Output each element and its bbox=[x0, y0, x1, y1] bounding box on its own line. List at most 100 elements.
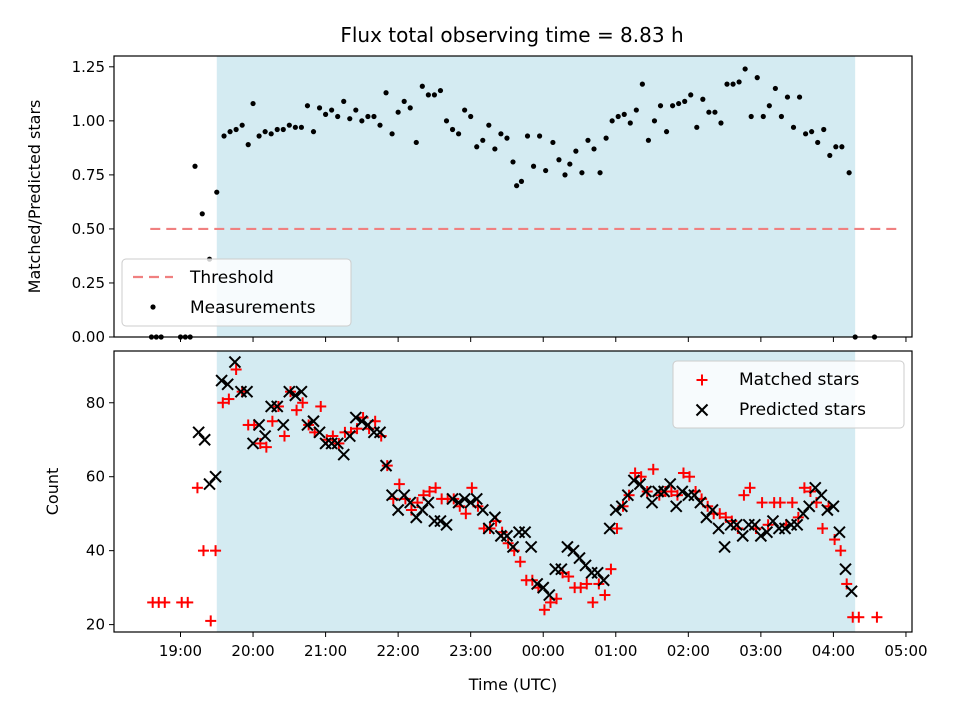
predicted-legend-swatch bbox=[695, 403, 709, 417]
predicted-star-point bbox=[790, 518, 804, 531]
matched-star-point bbox=[393, 478, 405, 490]
matched-legend-label: Matched stars bbox=[739, 370, 859, 390]
measurement-point bbox=[192, 163, 198, 169]
measurement-point bbox=[621, 111, 627, 117]
measurement-point bbox=[262, 129, 268, 135]
measurement-point bbox=[383, 90, 389, 96]
predicted-star-point bbox=[712, 522, 725, 535]
predicted-star-point bbox=[252, 418, 266, 432]
top-y-tick-label: 0.50 bbox=[72, 220, 105, 238]
measurement-point bbox=[514, 183, 520, 189]
measurements-legend-label: Measurements bbox=[190, 298, 316, 318]
matched-star-point bbox=[871, 611, 883, 623]
matched-star-point bbox=[774, 497, 786, 509]
bottom-y-tick-label: 40 bbox=[86, 542, 105, 560]
x-tick-label: 21:00 bbox=[304, 642, 347, 660]
predicted-star-point bbox=[373, 426, 387, 439]
measurement-point bbox=[227, 129, 233, 135]
predicted-star-point bbox=[440, 518, 453, 531]
predicted-star-point bbox=[283, 385, 296, 398]
measurement-point bbox=[401, 98, 407, 104]
measurement-point bbox=[245, 142, 251, 148]
predicted-star-point bbox=[271, 400, 284, 413]
predicted-star-point bbox=[748, 518, 762, 531]
top-legend: Threshold Measurements bbox=[121, 258, 352, 327]
measurement-point bbox=[609, 118, 615, 124]
predicted-star-point bbox=[827, 500, 840, 513]
measurement-point bbox=[480, 137, 486, 143]
matched-star-point bbox=[217, 397, 229, 409]
matched-star-point bbox=[466, 482, 478, 494]
matched-star-point bbox=[611, 522, 623, 534]
x-tick-label: 02:00 bbox=[667, 642, 710, 660]
top-y-tick-label: 0.00 bbox=[72, 328, 105, 346]
x-tick-label: 00:00 bbox=[522, 642, 565, 660]
matched-star-point bbox=[605, 563, 617, 575]
top-y-tick-label: 1.25 bbox=[72, 58, 105, 76]
predicted-star-point bbox=[482, 522, 496, 535]
measurement-point bbox=[706, 109, 712, 115]
measurement-point bbox=[462, 107, 468, 113]
matched-star-point bbox=[599, 589, 611, 601]
measurement-point bbox=[645, 137, 652, 143]
predicted-star-point bbox=[215, 374, 228, 387]
matched-star-point bbox=[197, 545, 209, 557]
measurement-point bbox=[615, 113, 621, 120]
measurement-points bbox=[148, 66, 878, 340]
matched-star-point bbox=[266, 415, 278, 427]
matched-star-point bbox=[191, 482, 203, 494]
predicted-star-point bbox=[434, 514, 447, 528]
x-tick-label: 05:00 bbox=[884, 642, 927, 660]
predicted-star-point bbox=[337, 448, 350, 461]
predicted-star-point bbox=[446, 492, 459, 506]
bottom-y-axis-label: Count bbox=[43, 468, 62, 516]
matched-star-point bbox=[835, 545, 847, 557]
x-tick-label: 03:00 bbox=[739, 642, 782, 660]
matched-legend-marker bbox=[696, 374, 708, 386]
measurement-point bbox=[474, 144, 480, 150]
measurement-point bbox=[579, 170, 585, 176]
measurement-point bbox=[341, 98, 347, 104]
predicted-star-point bbox=[452, 496, 465, 509]
measurement-point bbox=[329, 107, 335, 113]
top-y-axis-label: Matched/Predicted stars bbox=[25, 100, 44, 294]
top-y-ticks: 0.00 0.25 0.50 0.75 1.00 1.25 bbox=[72, 58, 114, 346]
measurement-point bbox=[730, 81, 736, 87]
predicted-star-point bbox=[839, 562, 852, 576]
predicted-star-point bbox=[815, 488, 828, 502]
count-points bbox=[147, 355, 883, 627]
bottom-legend-box bbox=[672, 360, 905, 429]
measurement-point bbox=[395, 109, 401, 115]
predicted-star-point bbox=[518, 525, 532, 539]
predicted-star-point bbox=[313, 426, 326, 439]
measurement-point bbox=[821, 126, 827, 133]
measurement-point bbox=[437, 87, 444, 94]
predicted-star-point bbox=[240, 385, 254, 398]
measurement-point bbox=[784, 94, 791, 100]
measurement-point bbox=[347, 116, 353, 122]
predicted-star-point bbox=[694, 496, 707, 509]
measurement-point bbox=[413, 139, 419, 146]
measurement-point bbox=[663, 129, 670, 135]
measurement-point bbox=[524, 133, 531, 139]
matched-star-point bbox=[786, 497, 798, 509]
predicted-star-point bbox=[343, 429, 356, 443]
bottom-y-tick-label: 80 bbox=[86, 394, 105, 412]
predicted-star-point bbox=[609, 503, 622, 517]
measurement-point bbox=[742, 66, 748, 72]
predicted-star-point bbox=[530, 577, 544, 591]
measurement-point bbox=[670, 103, 676, 109]
measurement-point bbox=[682, 98, 688, 104]
predicted-star-point bbox=[331, 437, 344, 450]
measurement-point bbox=[839, 144, 845, 150]
bottom-y-ticks: 20 40 60 80 bbox=[86, 394, 114, 634]
predicted-star-point bbox=[627, 474, 641, 487]
measurement-point bbox=[335, 113, 341, 120]
measurement-point bbox=[486, 122, 492, 128]
predicted-star-point bbox=[718, 540, 731, 554]
measurement-point bbox=[803, 131, 809, 137]
measurement-point bbox=[371, 113, 377, 120]
matched-star-point bbox=[182, 596, 194, 608]
measurement-point bbox=[468, 113, 474, 120]
measurement-point bbox=[676, 100, 682, 107]
